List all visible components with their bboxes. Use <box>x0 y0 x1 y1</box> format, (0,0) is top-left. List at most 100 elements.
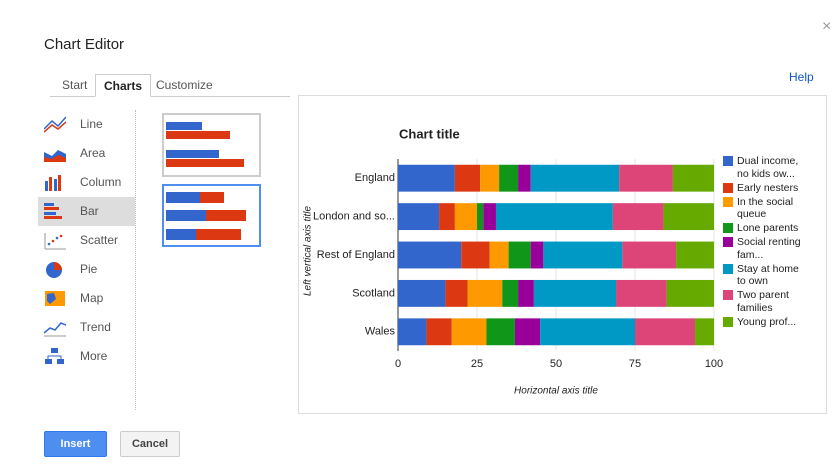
chart-type[interactable]: Line <box>38 110 135 139</box>
chart-type-label: Bar <box>80 204 99 218</box>
legend-label: Stay at home to own <box>737 262 799 288</box>
y-tick-label: Rest of England <box>317 249 395 261</box>
chart-type-icon <box>44 322 66 337</box>
legend-swatch <box>723 223 733 233</box>
legend-swatch <box>723 182 733 193</box>
bar-segment <box>495 203 613 231</box>
legend-swatch <box>723 237 733 247</box>
chart-type-icon <box>45 175 61 191</box>
chart-type-icon <box>46 262 62 278</box>
bar-segment <box>540 318 635 346</box>
bar-segment <box>486 318 515 346</box>
chart-type-list: Line Area Column Bar Scatter Pie Map Trend More <box>38 110 135 371</box>
bar-segment <box>454 164 481 192</box>
chart-type-icon <box>45 291 65 306</box>
bar-segment <box>612 203 664 231</box>
chart-type-label: Trend <box>80 320 111 334</box>
chart-type-label: Pie <box>80 262 98 276</box>
tab-bar: Start Charts Customize <box>50 74 290 97</box>
thumbnail[interactable] <box>162 113 261 177</box>
bar-segment <box>398 318 427 346</box>
bar-segment <box>489 241 509 269</box>
legend-item: Dual income, no kids ow... <box>723 155 809 180</box>
legend-label: Young prof... <box>737 315 797 328</box>
bar-segment <box>477 203 484 231</box>
chart-type-label: Column <box>80 175 122 189</box>
bar-segment <box>499 164 519 192</box>
insert-button[interactable]: Insert <box>44 431 107 457</box>
legend-item: Social renting fam... <box>723 236 809 261</box>
y-tick-label: Wales <box>365 326 396 338</box>
x-tick-label: 75 <box>629 358 641 370</box>
chart-type-icon <box>44 150 66 162</box>
legend-swatch <box>723 316 733 327</box>
bar-segment <box>622 241 677 269</box>
thumbnail-selected[interactable] <box>162 184 261 247</box>
chart-type-icon <box>44 116 66 133</box>
bar-segment <box>398 241 462 269</box>
bar-segment <box>461 241 490 269</box>
bar-segment <box>695 318 714 346</box>
chart-type-icon <box>45 348 64 364</box>
legend-label: Lone parents <box>737 222 799 234</box>
legend-label: In the social queue <box>737 195 794 221</box>
tab[interactable]: Start <box>62 78 88 92</box>
legend-label: Early nesters <box>737 181 799 194</box>
bar-segment <box>454 203 477 231</box>
bar-segment <box>518 164 531 192</box>
chart-type[interactable]: Bar <box>38 197 135 226</box>
chart-type[interactable]: Column <box>38 168 135 197</box>
legend-item: Lone parents <box>723 222 809 235</box>
chart-type[interactable]: Area <box>38 139 135 168</box>
x-tick-label: 50 <box>550 358 562 370</box>
bar-segment <box>480 164 500 192</box>
bar-segment <box>666 279 714 307</box>
tab[interactable]: Customize <box>156 78 213 92</box>
bar-segment <box>543 241 623 269</box>
bar-segment <box>439 203 455 231</box>
bar-segment <box>426 318 452 346</box>
bar-segment <box>398 164 455 192</box>
legend-label: Dual income, no kids ow... <box>737 155 799 180</box>
legend-item: Two parent families <box>723 289 809 314</box>
legend-item: Young prof... <box>723 316 809 329</box>
bar-segment <box>530 241 544 269</box>
separator <box>135 110 136 410</box>
legend-label: Social renting fam... <box>737 236 801 261</box>
dialog-title: Chart Editor <box>44 36 125 53</box>
chart-preview: Chart title Horizontal axis title Left v… <box>298 95 827 414</box>
close-button[interactable]: × <box>822 18 832 35</box>
chart-type[interactable]: Trend <box>38 313 135 342</box>
legend-item: Early nesters <box>723 182 809 195</box>
bar-segment <box>514 318 541 346</box>
bar-segment <box>518 279 534 307</box>
chart-type-label: Area <box>80 146 106 160</box>
chart-type-icon <box>44 203 62 219</box>
tab[interactable]: Charts <box>95 74 152 97</box>
chart-type[interactable]: Map <box>38 284 135 313</box>
cancel-button[interactable]: Cancel <box>120 431 180 457</box>
y-tick-label: England <box>355 172 395 184</box>
chart: Chart title Horizontal axis title Left v… <box>303 126 724 396</box>
y-axis-title: Left vertical axis title <box>303 206 314 296</box>
legend-item: Stay at home to own <box>723 263 809 288</box>
chart-type-label: Line <box>80 117 103 131</box>
chart-type[interactable]: Pie <box>38 255 135 284</box>
legend: Dual income, no kids ow... Early nesters I… <box>723 155 809 330</box>
bar-segment <box>616 279 667 307</box>
chart-type[interactable]: Scatter <box>38 226 135 255</box>
y-tick-label: Scotland <box>352 287 395 299</box>
help-link[interactable]: Help <box>789 70 814 84</box>
legend-swatch <box>723 290 733 300</box>
chart-type[interactable]: More <box>38 342 135 371</box>
bar-segment <box>502 279 519 307</box>
chart-type-label: Scatter <box>80 233 119 247</box>
bar-segment <box>676 241 714 269</box>
legend-swatch <box>723 156 733 166</box>
bar-segment <box>619 164 673 192</box>
bar-segment <box>467 279 503 307</box>
legend-swatch <box>723 196 733 207</box>
legend-item: In the social queue <box>723 196 809 221</box>
bar-segment <box>635 318 696 346</box>
